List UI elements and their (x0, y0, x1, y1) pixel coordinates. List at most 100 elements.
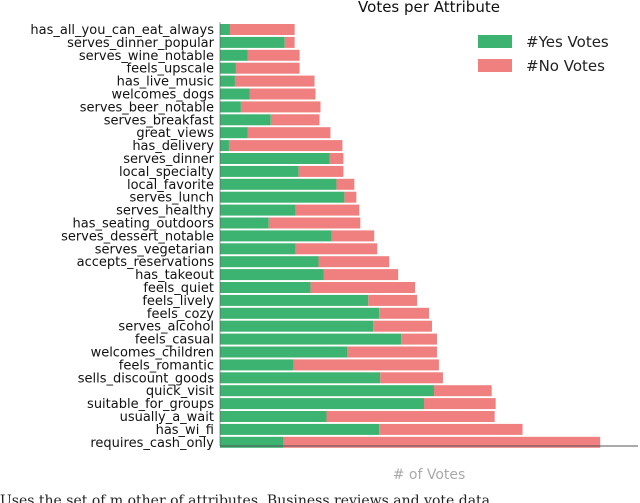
category-label-has-wi-fi: has_wi_fi (156, 423, 214, 438)
category-label-suitable-for-groups: suitable_for_groups (87, 397, 214, 412)
bar-yes-serves-breakfast (220, 114, 271, 126)
bar-yes-feels-lively (220, 294, 369, 306)
bar-no-feels-lively (368, 294, 418, 306)
category-label-accepts-reservations: accepts_reservations (77, 255, 215, 270)
bars-group (220, 24, 601, 448)
bar-no-great-views (247, 127, 331, 139)
bar-yes-serves-beer-notable (220, 101, 241, 113)
category-label-feels-quiet: feels_quiet (143, 281, 214, 296)
category-label-has-live-music: has_live_music (117, 75, 214, 90)
bar-no-has-delivery (228, 140, 343, 152)
bar-yes-has-takeout (220, 269, 324, 281)
category-label-has-takeout: has_takeout (135, 268, 214, 283)
bar-no-has-wi-fi (379, 423, 523, 435)
legend-swatch-no (478, 59, 512, 72)
category-label-serves-dinner-popular: serves_dinner_popular (67, 36, 215, 51)
bar-yes-serves-vegetarian (220, 243, 296, 255)
category-label-serves-vegetarian: serves_vegetarian (95, 242, 214, 257)
category-label-serves-dessert-notable: serves_dessert_notable (61, 229, 214, 244)
bar-no-welcomes-dogs (249, 88, 316, 100)
category-label-feels-lively: feels_lively (142, 294, 214, 309)
bar-no-local-favorite (336, 178, 355, 190)
bar-yes-feels-upscale (220, 62, 236, 74)
category-label-requires-cash-only: requires_cash_only (90, 436, 214, 451)
bar-no-suitable-for-groups (424, 398, 496, 410)
category-label-feels-cozy: feels_cozy (147, 307, 214, 322)
bar-no-requires-cash-only (283, 436, 601, 448)
bar-yes-has-live-music (220, 75, 235, 87)
category-label-serves-breakfast: serves_breakfast (104, 113, 214, 128)
bar-no-serves-dinner (329, 153, 344, 164)
category-label-feels-upscale: feels_upscale (127, 62, 214, 77)
bar-no-local-specialty (298, 165, 344, 177)
bar-no-sells-discount-goods (380, 372, 443, 384)
bar-no-has-all-you-can-eat-always (229, 24, 295, 35)
category-label-has-seating-outdoors: has_seating_outdoors (73, 217, 215, 232)
category-label-feels-romantic: feels_romantic (119, 358, 214, 373)
bar-yes-local-favorite (220, 178, 337, 190)
bar-yes-welcomes-children (220, 346, 348, 358)
bar-yes-local-specialty (220, 165, 299, 177)
bar-no-feels-quiet (310, 282, 416, 293)
category-label-serves-dinner: serves_dinner (123, 152, 214, 167)
category-labels-group: has_all_you_can_eat_alwaysserves_dinner_… (30, 23, 214, 451)
bar-yes-feels-casual (220, 333, 402, 345)
bar-yes-serves-lunch (220, 191, 345, 203)
bar-yes-serves-dinner-popular (220, 36, 285, 48)
category-label-local-favorite: local_favorite (127, 178, 214, 193)
bar-yes-requires-cash-only (220, 436, 284, 448)
bar-no-feels-upscale (235, 62, 300, 74)
category-label-great-views: great_views (136, 126, 214, 141)
bar-yes-serves-dinner (220, 153, 330, 164)
bar-yes-great-views (220, 127, 248, 139)
bar-yes-serves-wine-notable (220, 49, 248, 61)
bar-no-serves-vegetarian (295, 243, 378, 255)
x-axis-label: # of Votes (393, 467, 466, 483)
bar-no-serves-healthy (295, 204, 360, 216)
bar-yes-welcomes-dogs (220, 88, 250, 100)
bar-yes-has-seating-outdoors (220, 217, 269, 229)
bar-yes-serves-alcohol (220, 320, 374, 332)
category-label-welcomes-children: welcomes_children (91, 346, 214, 361)
legend-label-no: #No Votes (526, 57, 605, 75)
category-label-feels-casual: feels_casual (135, 333, 214, 348)
category-label-welcomes-dogs: welcomes_dogs (111, 88, 214, 103)
category-label-has-delivery: has_delivery (132, 139, 214, 154)
bar-yes-feels-quiet (220, 282, 311, 293)
category-label-serves-beer-notable: serves_beer_notable (80, 100, 214, 115)
legend-swatch-yes (478, 35, 512, 48)
bar-yes-usually-a-wait (220, 411, 327, 422)
bar-no-serves-dessert-notable (331, 230, 375, 242)
bar-yes-feels-romantic (220, 359, 294, 371)
category-label-has-all-you-can-eat-always: has_all_you_can_eat_always (30, 23, 214, 38)
bar-yes-suitable-for-groups (220, 398, 425, 410)
bar-yes-feels-cozy (220, 307, 380, 319)
bar-yes-accepts-reservations (220, 256, 319, 268)
category-label-local-specialty: local_specialty (119, 165, 214, 180)
legend: #Yes Votes #No Votes (478, 33, 609, 75)
category-label-usually-a-wait: usually_a_wait (120, 410, 214, 425)
bar-no-has-live-music (234, 75, 315, 87)
bar-yes-has-delivery (220, 140, 229, 152)
bar-no-feels-cozy (379, 307, 429, 319)
bar-no-has-takeout (323, 269, 399, 281)
bar-no-feels-casual (401, 333, 437, 345)
bar-no-usually-a-wait (326, 411, 495, 422)
bar-no-has-seating-outdoors (268, 217, 361, 229)
legend-label-yes: #Yes Votes (526, 33, 609, 51)
category-label-serves-wine-notable: serves_wine_notable (79, 49, 214, 64)
bar-yes-sells-discount-goods (220, 372, 381, 384)
votes-per-attribute-chart: Votes per Attribute has_all_you_can_eat_… (30, 0, 638, 483)
bar-yes-has-wi-fi (220, 423, 380, 435)
bar-no-welcomes-children (347, 346, 437, 358)
bar-no-quick-visit (433, 385, 492, 397)
bar-no-feels-romantic (293, 359, 439, 371)
category-label-sells-discount-goods: sells_discount_goods (78, 371, 214, 386)
bar-no-serves-dinner-popular (284, 36, 295, 48)
figure-caption: Uses the set of m other of attributes. B… (0, 493, 491, 503)
category-label-serves-healthy: serves_healthy (116, 204, 214, 219)
category-label-quick-visit: quick_visit (146, 384, 214, 399)
category-label-serves-lunch: serves_lunch (129, 191, 214, 206)
category-label-serves-alcohol: serves_alcohol (118, 320, 214, 335)
bar-no-serves-lunch (344, 191, 357, 203)
